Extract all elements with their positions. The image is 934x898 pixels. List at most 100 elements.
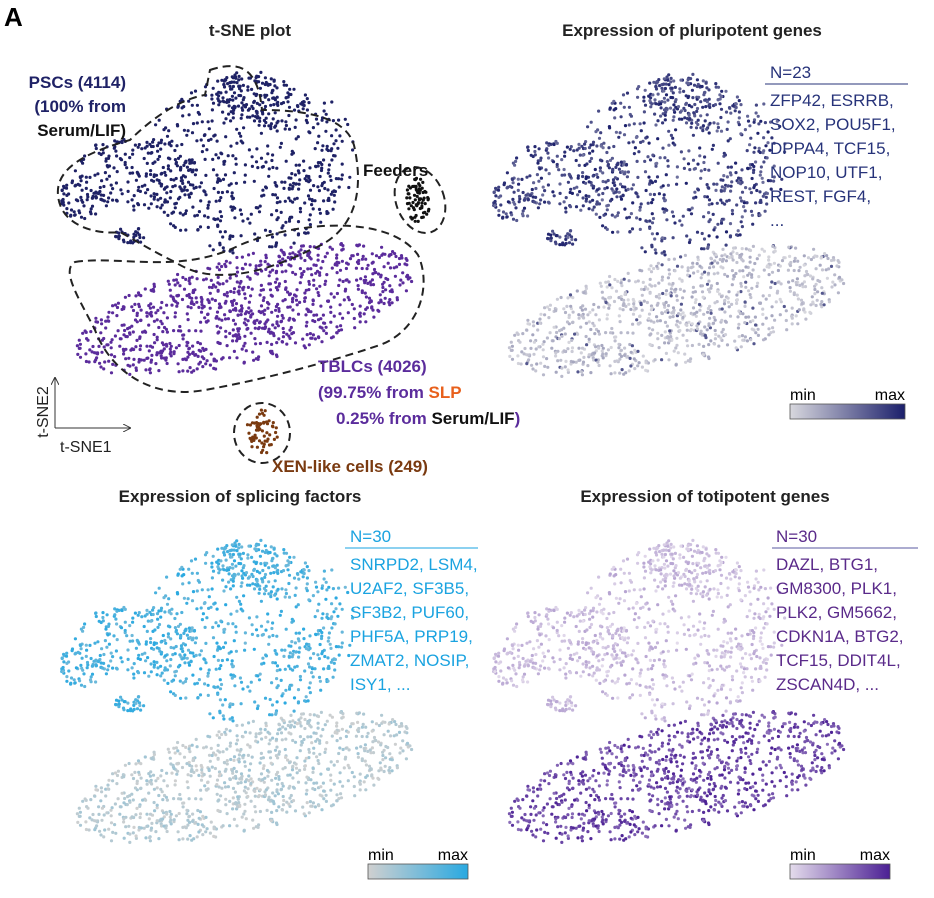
scatter-point	[529, 346, 533, 350]
scatter-point	[328, 174, 332, 178]
scatter-point	[617, 296, 621, 300]
scatter-point	[60, 188, 64, 193]
scatter-point	[608, 158, 613, 162]
scatter-point	[269, 127, 273, 131]
scatter-point	[644, 219, 648, 223]
scatter-point	[761, 194, 765, 198]
scatter-point	[499, 194, 503, 198]
scatter-point	[163, 186, 167, 190]
scatter-point	[413, 177, 417, 181]
scatter-point	[587, 337, 591, 341]
scatter-point	[618, 320, 622, 324]
scatter-point	[370, 252, 374, 256]
scatter-point	[299, 248, 303, 252]
scatter-point	[608, 283, 612, 287]
scatter-point	[622, 372, 626, 376]
scatter-point	[202, 189, 206, 193]
scatter-point	[798, 265, 802, 269]
scatter-point	[371, 283, 376, 287]
scatter-point	[222, 568, 226, 572]
scatter-point	[193, 557, 198, 561]
scatter-point	[813, 287, 817, 292]
scatter-point	[267, 274, 271, 278]
scatter-point	[152, 332, 156, 337]
scatter-point	[112, 634, 116, 638]
scatter-point	[242, 571, 246, 575]
scatter-point	[581, 153, 585, 157]
scatter-point	[321, 612, 325, 616]
scatter-point	[582, 316, 586, 320]
scatter-point	[569, 187, 573, 191]
scatter-point	[584, 284, 588, 288]
scatter-point	[584, 197, 589, 201]
scatter-point	[139, 240, 143, 244]
scatter-point	[339, 242, 343, 246]
scatter-point	[200, 150, 204, 154]
scatter-point	[588, 151, 592, 155]
scatter-point	[156, 666, 160, 670]
scatter-point	[754, 111, 758, 115]
scatter-point	[657, 281, 661, 285]
scatter-point	[227, 104, 231, 108]
scatter-point	[783, 150, 787, 154]
scatter-point	[510, 344, 514, 348]
scatter-point	[302, 344, 306, 348]
scatter-point	[234, 96, 238, 100]
scatter-point	[696, 258, 700, 262]
scatter-point	[243, 648, 247, 652]
scatter-point	[748, 255, 752, 259]
scatter-point	[218, 687, 223, 691]
scatter-point	[551, 160, 556, 164]
scatter-point	[243, 163, 247, 167]
scatter-point	[740, 199, 744, 203]
scatter-point	[167, 282, 171, 286]
scatter-point	[613, 339, 617, 343]
scatter-point	[581, 360, 586, 364]
scatter-point	[509, 348, 513, 352]
scatter-point	[291, 251, 295, 255]
scatter-point	[273, 193, 277, 197]
scatter-point	[684, 101, 689, 105]
scatter-point	[560, 158, 564, 162]
scatter-point	[608, 296, 612, 300]
scatter-point	[534, 186, 538, 191]
scatter-point	[604, 180, 608, 184]
scatter-point	[691, 72, 695, 76]
scatter-point	[616, 162, 620, 166]
scatter-point	[766, 141, 770, 145]
scatter-point	[414, 188, 418, 192]
scatter-point	[757, 149, 761, 153]
scatter-point	[696, 269, 700, 273]
scatter-point	[419, 177, 423, 181]
scatter-point	[220, 78, 224, 82]
scatter-point	[531, 320, 536, 324]
scatter-point	[131, 620, 135, 624]
scatter-point	[305, 307, 309, 311]
scatter-point	[164, 641, 168, 645]
scatter-point	[706, 245, 710, 249]
scatter-point	[688, 208, 692, 212]
scatter-point	[152, 179, 156, 183]
scatter-point	[230, 676, 234, 680]
scatter-point	[259, 562, 263, 566]
scatter-point	[387, 254, 391, 258]
scatter-point	[207, 299, 211, 303]
scatter-point	[608, 106, 612, 110]
scatter-point	[133, 302, 137, 306]
scatter-point	[681, 311, 685, 315]
scatter-point	[324, 793, 328, 797]
scatter-point	[597, 193, 601, 197]
scatter-point	[153, 341, 157, 345]
scatter-point	[624, 304, 628, 308]
scatter-point	[73, 213, 77, 217]
scatter-point	[134, 646, 138, 650]
scatter-point	[691, 96, 695, 100]
scatter-point	[511, 217, 516, 221]
scatter-point	[388, 298, 392, 302]
scatter-point	[228, 234, 233, 238]
scatter-point	[580, 346, 585, 350]
scatter-point	[291, 308, 295, 312]
scatter-point	[392, 266, 396, 270]
scatter-point	[168, 664, 172, 668]
scatter-point	[340, 177, 344, 181]
